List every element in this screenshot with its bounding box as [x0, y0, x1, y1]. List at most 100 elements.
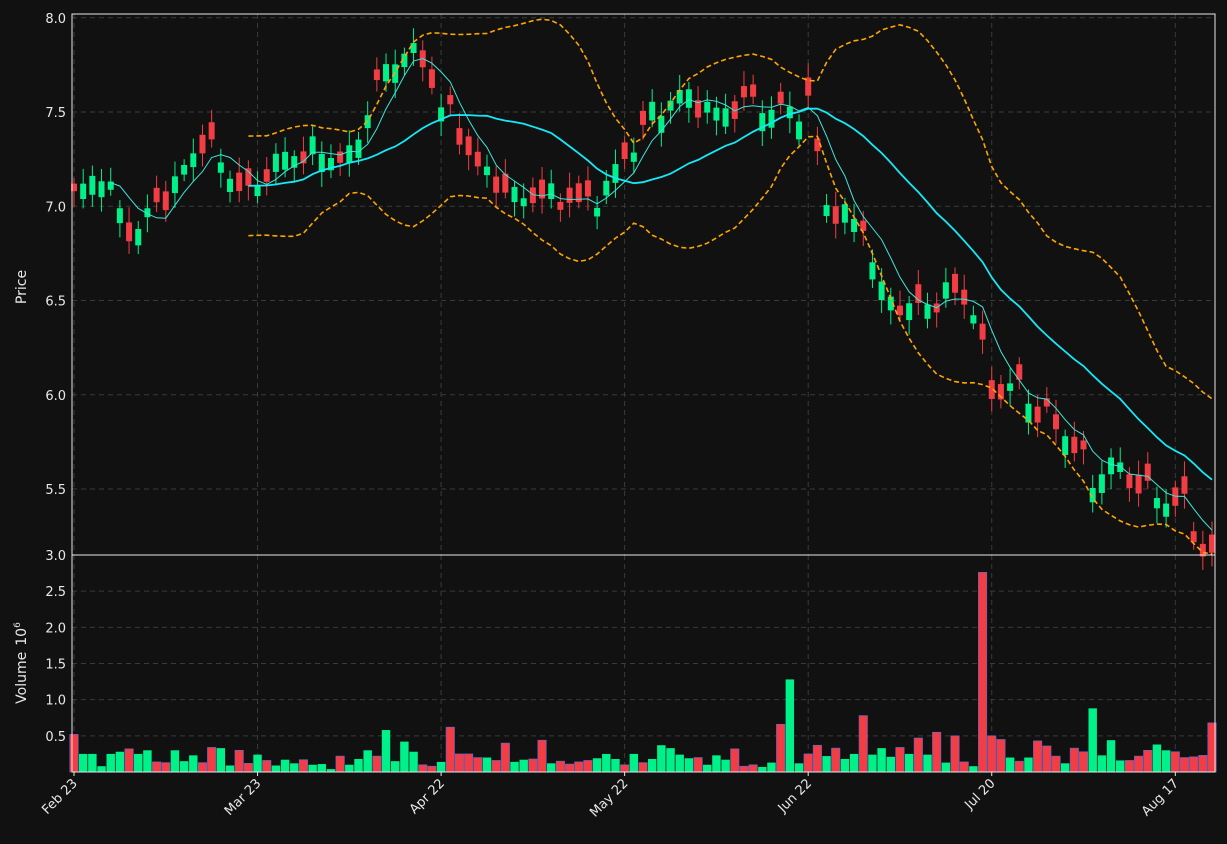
- candle-body: [777, 91, 784, 104]
- volume-bar: [537, 739, 547, 773]
- volume-bar: [381, 730, 391, 772]
- volume-bar: [207, 747, 217, 773]
- volume-bar: [868, 754, 877, 772]
- candle-body: [529, 187, 536, 204]
- volume-bar: [858, 715, 868, 773]
- volume-bar: [638, 762, 648, 773]
- candle-body: [823, 205, 830, 217]
- price-axis-label: Price: [14, 270, 30, 304]
- volume-bar: [436, 761, 446, 772]
- candle-body: [1135, 474, 1142, 494]
- ma-fast-line: [110, 57, 1213, 531]
- candle-body: [483, 166, 490, 176]
- candle-body: [566, 187, 573, 203]
- ma-slow-line: [248, 107, 1213, 481]
- volume-bar: [555, 760, 565, 773]
- volume-bar: [831, 747, 841, 773]
- volume-frame: [71, 554, 1216, 773]
- candle-body: [731, 101, 738, 119]
- candle-body: [612, 164, 619, 183]
- candle-body: [952, 273, 959, 293]
- candle-body: [236, 172, 243, 192]
- volume-bar: [758, 766, 767, 772]
- volume-bar: [1116, 760, 1125, 772]
- candle-body: [1052, 414, 1059, 430]
- candle-body: [1144, 463, 1151, 481]
- volume-bar: [1170, 751, 1180, 773]
- candle-body: [171, 176, 178, 194]
- candle-body: [704, 101, 711, 113]
- candle-body: [447, 95, 454, 105]
- volume-bar: [473, 757, 483, 773]
- candle-body: [227, 178, 234, 193]
- volume-bar: [427, 765, 437, 773]
- candle-body: [869, 262, 876, 280]
- candle-body: [961, 289, 968, 305]
- volume-bar: [271, 765, 281, 772]
- candle-body: [410, 43, 417, 54]
- candle-body: [153, 187, 160, 203]
- candle-body: [135, 228, 142, 246]
- volume-bar: [409, 751, 418, 772]
- candle-body: [282, 151, 289, 170]
- volume-bar: [1060, 763, 1070, 772]
- candle-body: [722, 108, 729, 127]
- candle-body: [1181, 476, 1188, 494]
- volume-bar: [500, 742, 510, 773]
- candle-body: [851, 218, 858, 233]
- candle-body: [970, 315, 977, 324]
- volume-bar: [923, 754, 932, 772]
- volume-bar: [959, 761, 969, 773]
- volume-bar: [1078, 751, 1089, 773]
- candle-body: [126, 222, 133, 242]
- volume-bar: [152, 761, 162, 773]
- volume-bar: [243, 763, 253, 773]
- candle-body: [493, 176, 500, 193]
- volume-panel: 0.5 1.0 1.5 2.0 2.5 3.0: [45, 549, 1217, 773]
- price-tick-label: 7.5: [45, 106, 66, 121]
- volume-bar: [317, 764, 327, 772]
- volume-bar: [794, 763, 804, 772]
- volume-axis-label: Volume106: [13, 622, 30, 704]
- candle-body: [428, 69, 435, 88]
- volume-bar: [822, 756, 831, 772]
- volume-bar: [1005, 757, 1015, 772]
- candle-body: [603, 180, 610, 196]
- volume-bar: [583, 760, 593, 773]
- volume-tick-label: 3.0: [45, 549, 66, 564]
- volume-bar: [592, 758, 602, 772]
- volume-bar: [390, 761, 400, 772]
- volume-bar: [574, 761, 584, 773]
- volume-bar: [812, 744, 822, 773]
- candle-body: [685, 89, 692, 108]
- volume-bar: [519, 759, 528, 772]
- candle-body: [667, 100, 674, 111]
- candle-body: [1108, 457, 1115, 475]
- price-tick-label: 6.0: [45, 389, 66, 404]
- volume-bar: [886, 756, 896, 772]
- candle-body: [1098, 474, 1105, 493]
- price-tick-label: 6.5: [45, 295, 66, 310]
- volume-bar: [932, 731, 942, 773]
- candle-body: [548, 183, 555, 200]
- volume-bar: [161, 762, 171, 773]
- candle-body: [383, 64, 390, 82]
- volume-bar: [803, 753, 813, 773]
- candle-body: [988, 380, 995, 399]
- candle-body: [584, 180, 591, 197]
- candle-body: [1034, 406, 1041, 423]
- volume-bar: [482, 757, 492, 772]
- volume-bar: [547, 763, 556, 772]
- candle-body: [318, 153, 325, 173]
- candle-body: [1043, 398, 1050, 407]
- volume-bar: [1069, 747, 1079, 773]
- candle-body: [575, 183, 582, 203]
- volume-bar: [849, 753, 859, 772]
- volume-bar: [611, 758, 620, 772]
- volume-bar: [666, 748, 675, 772]
- candle-body: [116, 208, 123, 224]
- candle-body: [162, 191, 169, 211]
- volume-exponent: 6: [13, 622, 23, 628]
- candle-body: [740, 86, 747, 98]
- candle-body: [291, 156, 298, 168]
